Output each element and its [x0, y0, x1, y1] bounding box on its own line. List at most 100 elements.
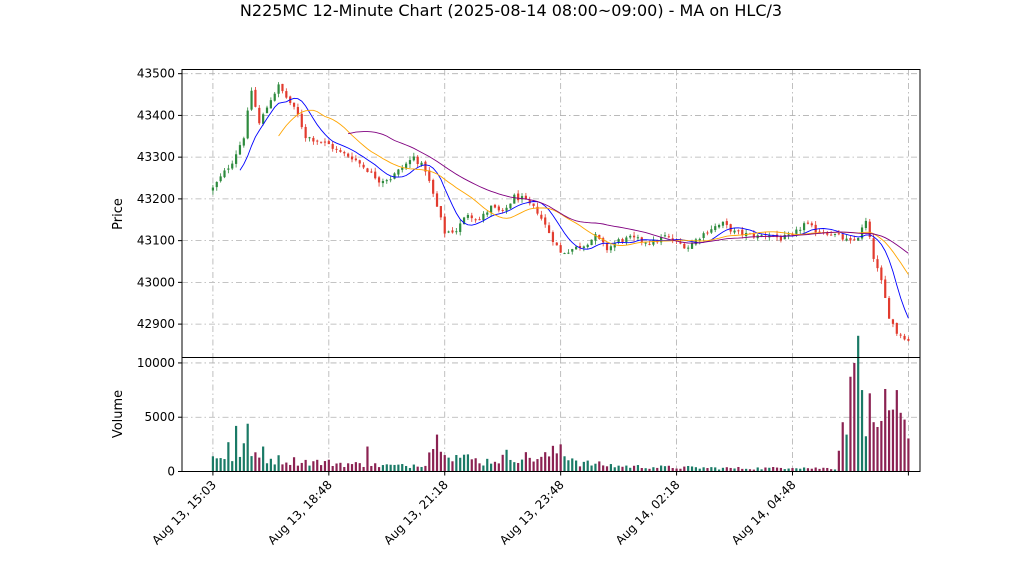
volume-bar-51 — [408, 467, 412, 472]
candle-46 — [389, 176, 392, 183]
volume-bar-107 — [625, 465, 628, 472]
candle-body-60 — [443, 216, 446, 234]
volume-bar-29 — [323, 461, 327, 472]
candle-135 — [733, 228, 736, 235]
candle-51 — [408, 156, 412, 169]
candle-body-5 — [231, 163, 234, 169]
candle-body-53 — [416, 156, 419, 164]
volume-bar-13 — [262, 446, 265, 472]
volume-grid — [182, 357, 920, 472]
candle-body-22 — [296, 107, 300, 115]
candle-body-91 — [563, 253, 566, 255]
candle-body-130 — [714, 226, 717, 231]
volume-bar-129 — [710, 467, 713, 472]
volume-bar-167 — [857, 335, 860, 472]
candle-14 — [265, 105, 269, 114]
candle-79 — [517, 190, 520, 203]
candle-body-6 — [234, 154, 238, 164]
candle-body-180 — [907, 338, 910, 341]
candle-body-72 — [490, 205, 493, 213]
candle-body-41 — [370, 171, 373, 173]
candle-7 — [238, 141, 242, 156]
candle-body-176 — [891, 319, 895, 324]
xtick-label-0: Aug 13, 15:03 — [149, 478, 219, 548]
candle-body-96 — [582, 246, 585, 248]
volume-bar-158 — [822, 467, 825, 472]
candle-117 — [663, 232, 667, 238]
candle-8 — [242, 136, 245, 148]
candle-body-136 — [737, 230, 740, 232]
candle-body-50 — [405, 163, 408, 169]
candle-129 — [710, 225, 713, 234]
volume-bar-90 — [559, 444, 562, 472]
volume-bar-128 — [706, 468, 709, 472]
volume-bar-119 — [671, 468, 674, 472]
volume-bar-3 — [223, 459, 226, 472]
candle-137 — [741, 226, 744, 239]
candle-31 — [331, 141, 334, 152]
volume-bar-143 — [764, 467, 767, 472]
volume-bar-142 — [760, 469, 763, 472]
candle-body-101 — [602, 238, 605, 243]
candle-body-52 — [412, 156, 415, 161]
candle-body-34 — [343, 152, 346, 154]
candle-39 — [362, 162, 365, 170]
volume-bar-177 — [895, 390, 898, 472]
volume-bar-76 — [505, 449, 508, 472]
candle-body-32 — [335, 148, 338, 150]
candle-178 — [899, 332, 902, 339]
volume-bar-87 — [547, 456, 551, 472]
volume-bar-155 — [810, 468, 813, 472]
candle-body-103 — [609, 246, 612, 251]
candle-body-92 — [567, 252, 570, 254]
candle-body-89 — [555, 242, 558, 246]
volume-bar-86 — [544, 452, 547, 472]
candle-80 — [520, 193, 524, 203]
volume-bar-180 — [907, 438, 910, 472]
volume-bar-176 — [891, 409, 895, 472]
candle-103 — [609, 244, 612, 253]
candle-body-2 — [219, 176, 222, 182]
candle-body-11 — [254, 89, 257, 107]
volume-bar-66 — [466, 454, 470, 472]
volume-bar-31 — [331, 465, 334, 472]
volume-bar-32 — [335, 463, 338, 472]
candle-body-39 — [362, 164, 365, 168]
candle-body-104 — [613, 243, 616, 248]
volume-bar-135 — [733, 468, 736, 472]
ma-long-line — [348, 131, 909, 254]
candle-body-48 — [397, 169, 400, 175]
candle-body-148 — [783, 234, 786, 240]
volume-bar-80 — [520, 459, 524, 472]
volume-bar-123 — [687, 465, 690, 472]
xtick-label-3: Aug 13, 23:48 — [497, 478, 567, 548]
candle-body-15 — [269, 100, 272, 109]
candle-body-16 — [273, 93, 276, 101]
candle-body-9 — [246, 110, 249, 139]
candle-40 — [366, 167, 369, 173]
volume-bar-10 — [250, 456, 253, 472]
candle-body-80 — [520, 196, 524, 200]
volume-bar-89 — [555, 453, 558, 472]
volume-bar-16 — [273, 464, 276, 472]
candle-3 — [223, 168, 226, 179]
volume-bar-159 — [826, 467, 829, 472]
candle-body-8 — [242, 138, 245, 146]
candle-69 — [478, 216, 481, 221]
candle-128 — [706, 230, 709, 236]
volume-bar-122 — [683, 466, 686, 472]
volume-bar-133 — [725, 467, 728, 472]
volume-bar-42 — [374, 463, 377, 472]
volume-bar-136 — [737, 466, 740, 472]
candle-24 — [304, 124, 307, 142]
candle-101 — [602, 236, 605, 247]
volume-bar-140 — [752, 469, 755, 472]
volume-bar-97 — [586, 460, 589, 472]
volume-bar-92 — [567, 460, 570, 472]
volume-bar-0 — [211, 456, 215, 472]
candle-173 — [880, 265, 883, 284]
volume-bar-149 — [787, 468, 790, 472]
candle-36 — [350, 152, 354, 163]
candle-body-106 — [621, 239, 624, 243]
volume-bar-28 — [319, 465, 323, 472]
